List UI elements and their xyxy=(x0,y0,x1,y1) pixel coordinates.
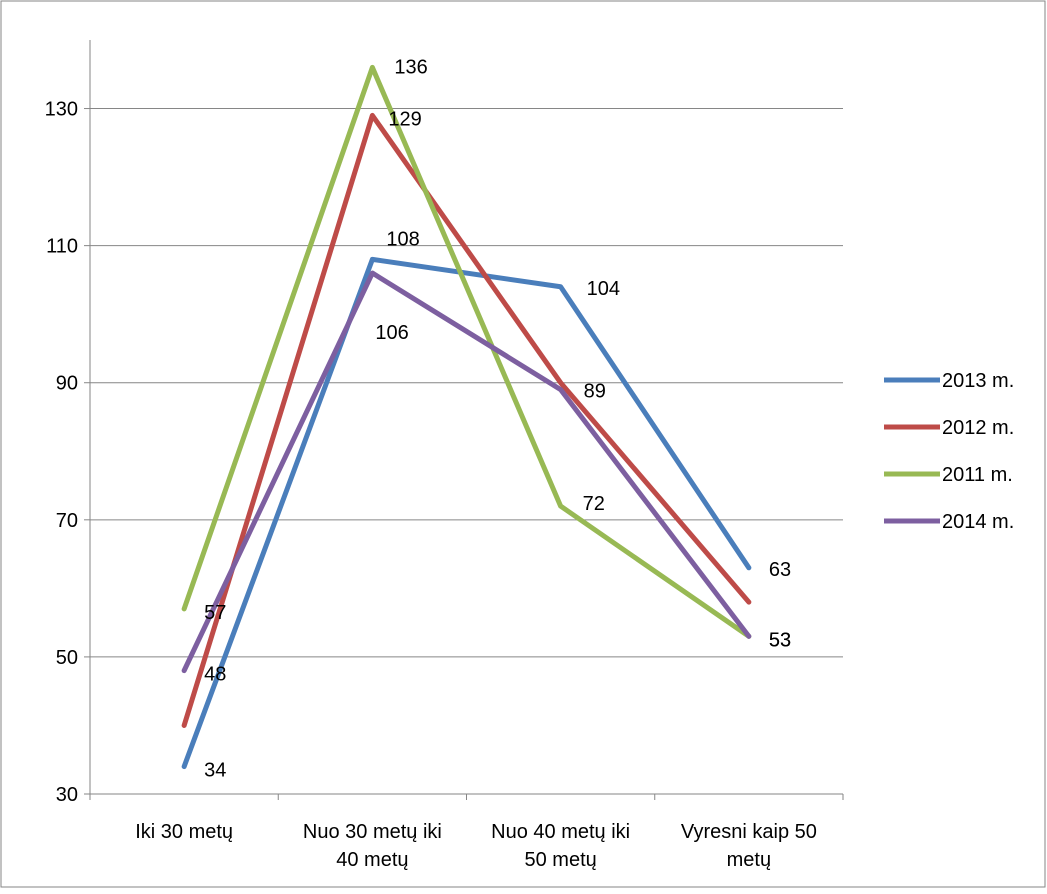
data-label: 104 xyxy=(587,278,620,300)
data-label: 108 xyxy=(386,228,419,250)
x-tick-label: Iki 30 metų xyxy=(135,821,233,843)
data-label: 53 xyxy=(769,629,791,651)
legend-entry: 2014 m. xyxy=(942,511,1014,533)
data-label: 34 xyxy=(204,760,226,782)
y-tick-label: 30 xyxy=(56,784,78,806)
y-tick-label: 70 xyxy=(56,510,78,532)
data-label: 57 xyxy=(204,602,226,624)
data-label: 89 xyxy=(584,381,606,403)
data-label: 63 xyxy=(769,559,791,581)
data-label: 72 xyxy=(583,493,605,515)
x-tick-label-line: Iki 30 metų xyxy=(135,821,233,843)
x-tick-label-line: Nuo 30 metų iki xyxy=(303,821,442,843)
x-tick-label-line: 50 metų xyxy=(524,849,596,871)
data-label: 48 xyxy=(204,664,226,686)
y-tick-label: 50 xyxy=(56,647,78,669)
x-tick-label-line: Nuo 40 metų iki xyxy=(491,821,630,843)
legend-entry: 2013 m. xyxy=(942,370,1014,392)
y-tick-label: 110 xyxy=(46,236,78,258)
y-tick-label: 90 xyxy=(56,373,78,395)
x-tick-label-line: Vyresni kaip 50 xyxy=(681,821,817,843)
y-tick-label: 130 xyxy=(45,99,78,121)
x-tick-label-line: metų xyxy=(727,849,771,871)
data-label: 106 xyxy=(375,322,408,344)
data-label: 129 xyxy=(388,108,421,130)
legend-entry: 2012 m. xyxy=(942,417,1014,439)
x-tick-label-line: 40 metų xyxy=(336,849,408,871)
data-label: 136 xyxy=(394,56,427,78)
legend-entry: 2011 m. xyxy=(942,464,1013,486)
